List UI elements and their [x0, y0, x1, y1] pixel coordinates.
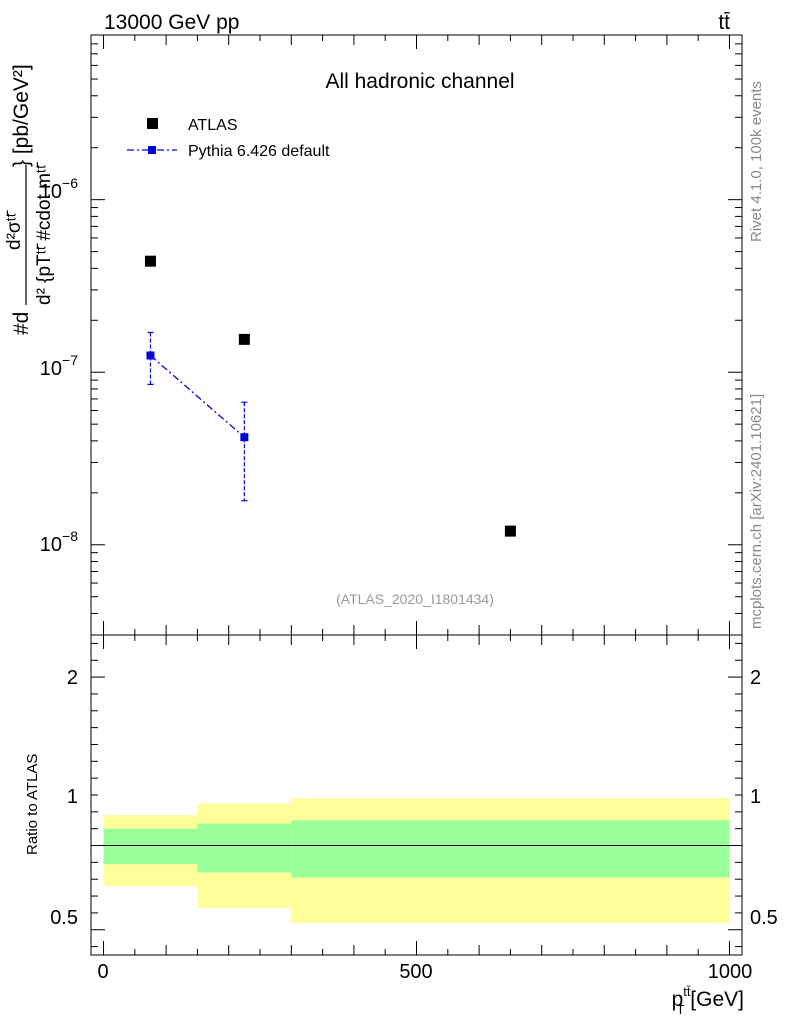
- legend-pythia-label: Pythia 6.426 default: [188, 143, 330, 160]
- ylabel-prefix: #d: [10, 312, 33, 335]
- ytick-label-1e-6: 10−6: [40, 175, 78, 203]
- legend-pythia-marker: [148, 146, 156, 154]
- ytick-exp: −7: [62, 352, 78, 368]
- ylabel-denominator: d² {pTᵗᵗ̄ #cdot mᵗᵗ̄: [34, 162, 55, 305]
- xtick-label-0: 0: [97, 961, 108, 983]
- pythia-point: [146, 351, 155, 360]
- xtick-label-1000: 1000: [708, 961, 753, 983]
- chart-title: All hadronic channel: [325, 70, 514, 93]
- rivet-version-label: Rivet 4.1.0, 100k events: [748, 81, 765, 242]
- atlas-point: [504, 525, 516, 537]
- legend: ATLAS Pythia 6.426 default: [127, 117, 330, 160]
- ratio-ytick-label-2-left: 2: [67, 667, 78, 689]
- atlas-point: [144, 255, 156, 267]
- ylabel-unit: } [pb/GeV²]: [10, 64, 33, 167]
- ytick-exp: −8: [62, 528, 78, 544]
- ratio-ytick-label-05-right: 0.5: [750, 907, 778, 929]
- ytick-base: 10: [40, 534, 62, 556]
- ytick-exp: −6: [62, 175, 78, 191]
- xlabel-unit: [GeV]: [684, 988, 744, 1011]
- main-panel: All hadronic channel (ATLAS_2020_I180143…: [4, 34, 743, 636]
- pythia-series-line: [150, 355, 245, 438]
- xlabel-sup: tt̄: [683, 984, 691, 999]
- ratio-ytick-label-1-left: 1: [67, 786, 78, 808]
- energy-label: 13000 GeV pp: [104, 11, 239, 34]
- main-data-marks: [144, 255, 516, 537]
- xlabel-sub: T: [677, 1002, 685, 1017]
- ratio-axis-ticks: [91, 635, 742, 955]
- ratio-inner-band: [291, 820, 730, 878]
- ratio-panel: 2 1 0.5 2 1 0.5 Ratio to ATLAS 0 500 100…: [24, 634, 778, 1017]
- ratio-inner-band: [197, 823, 292, 873]
- ratio-ylabel: Ratio to ATLAS: [24, 754, 41, 855]
- main-ylabel: #d d²σᵗᵗ̄ d² {pTᵗᵗ̄ #cdot mᵗᵗ̄ } [pb/GeV…: [4, 64, 55, 335]
- ytick-base: 10: [40, 181, 62, 203]
- pythia-point: [240, 433, 249, 442]
- svg-text:10−8: 10−8: [40, 528, 78, 556]
- xtick-label-500: 500: [399, 961, 432, 983]
- ytick-base: 10: [40, 358, 62, 380]
- xlabel-base: p: [672, 988, 684, 1011]
- ratio-inner-band: [103, 828, 198, 865]
- xlabel: ptt̄ T [GeV]: [672, 984, 744, 1017]
- ratio-ytick-label-2-right: 2: [750, 667, 761, 689]
- svg-text:10−7: 10−7: [40, 352, 78, 380]
- legend-atlas-marker: [147, 118, 158, 129]
- ratio-ytick-label-1-right: 1: [750, 786, 761, 808]
- analysis-watermark: (ATLAS_2020_I1801434): [336, 591, 494, 607]
- ratio-panel-frame: [90, 634, 743, 956]
- ratio-ytick-label-05-left: 0.5: [50, 907, 78, 929]
- ratio-bands: [103, 798, 730, 923]
- svg-text:10−6: 10−6: [40, 175, 78, 203]
- ytick-label-1e-8: 10−8: [40, 528, 78, 556]
- mcplots-label: mcplots.cern.ch [arXiv:2401.10621]: [748, 394, 765, 629]
- ylabel-numerator: d²σᵗᵗ̄: [4, 210, 25, 250]
- ytick-label-1e-7: 10−7: [40, 352, 78, 380]
- legend-atlas-label: ATLAS: [188, 117, 238, 134]
- atlas-point: [238, 333, 250, 345]
- main-axis-ticks: [91, 34, 742, 636]
- process-label: tt̄: [718, 11, 730, 34]
